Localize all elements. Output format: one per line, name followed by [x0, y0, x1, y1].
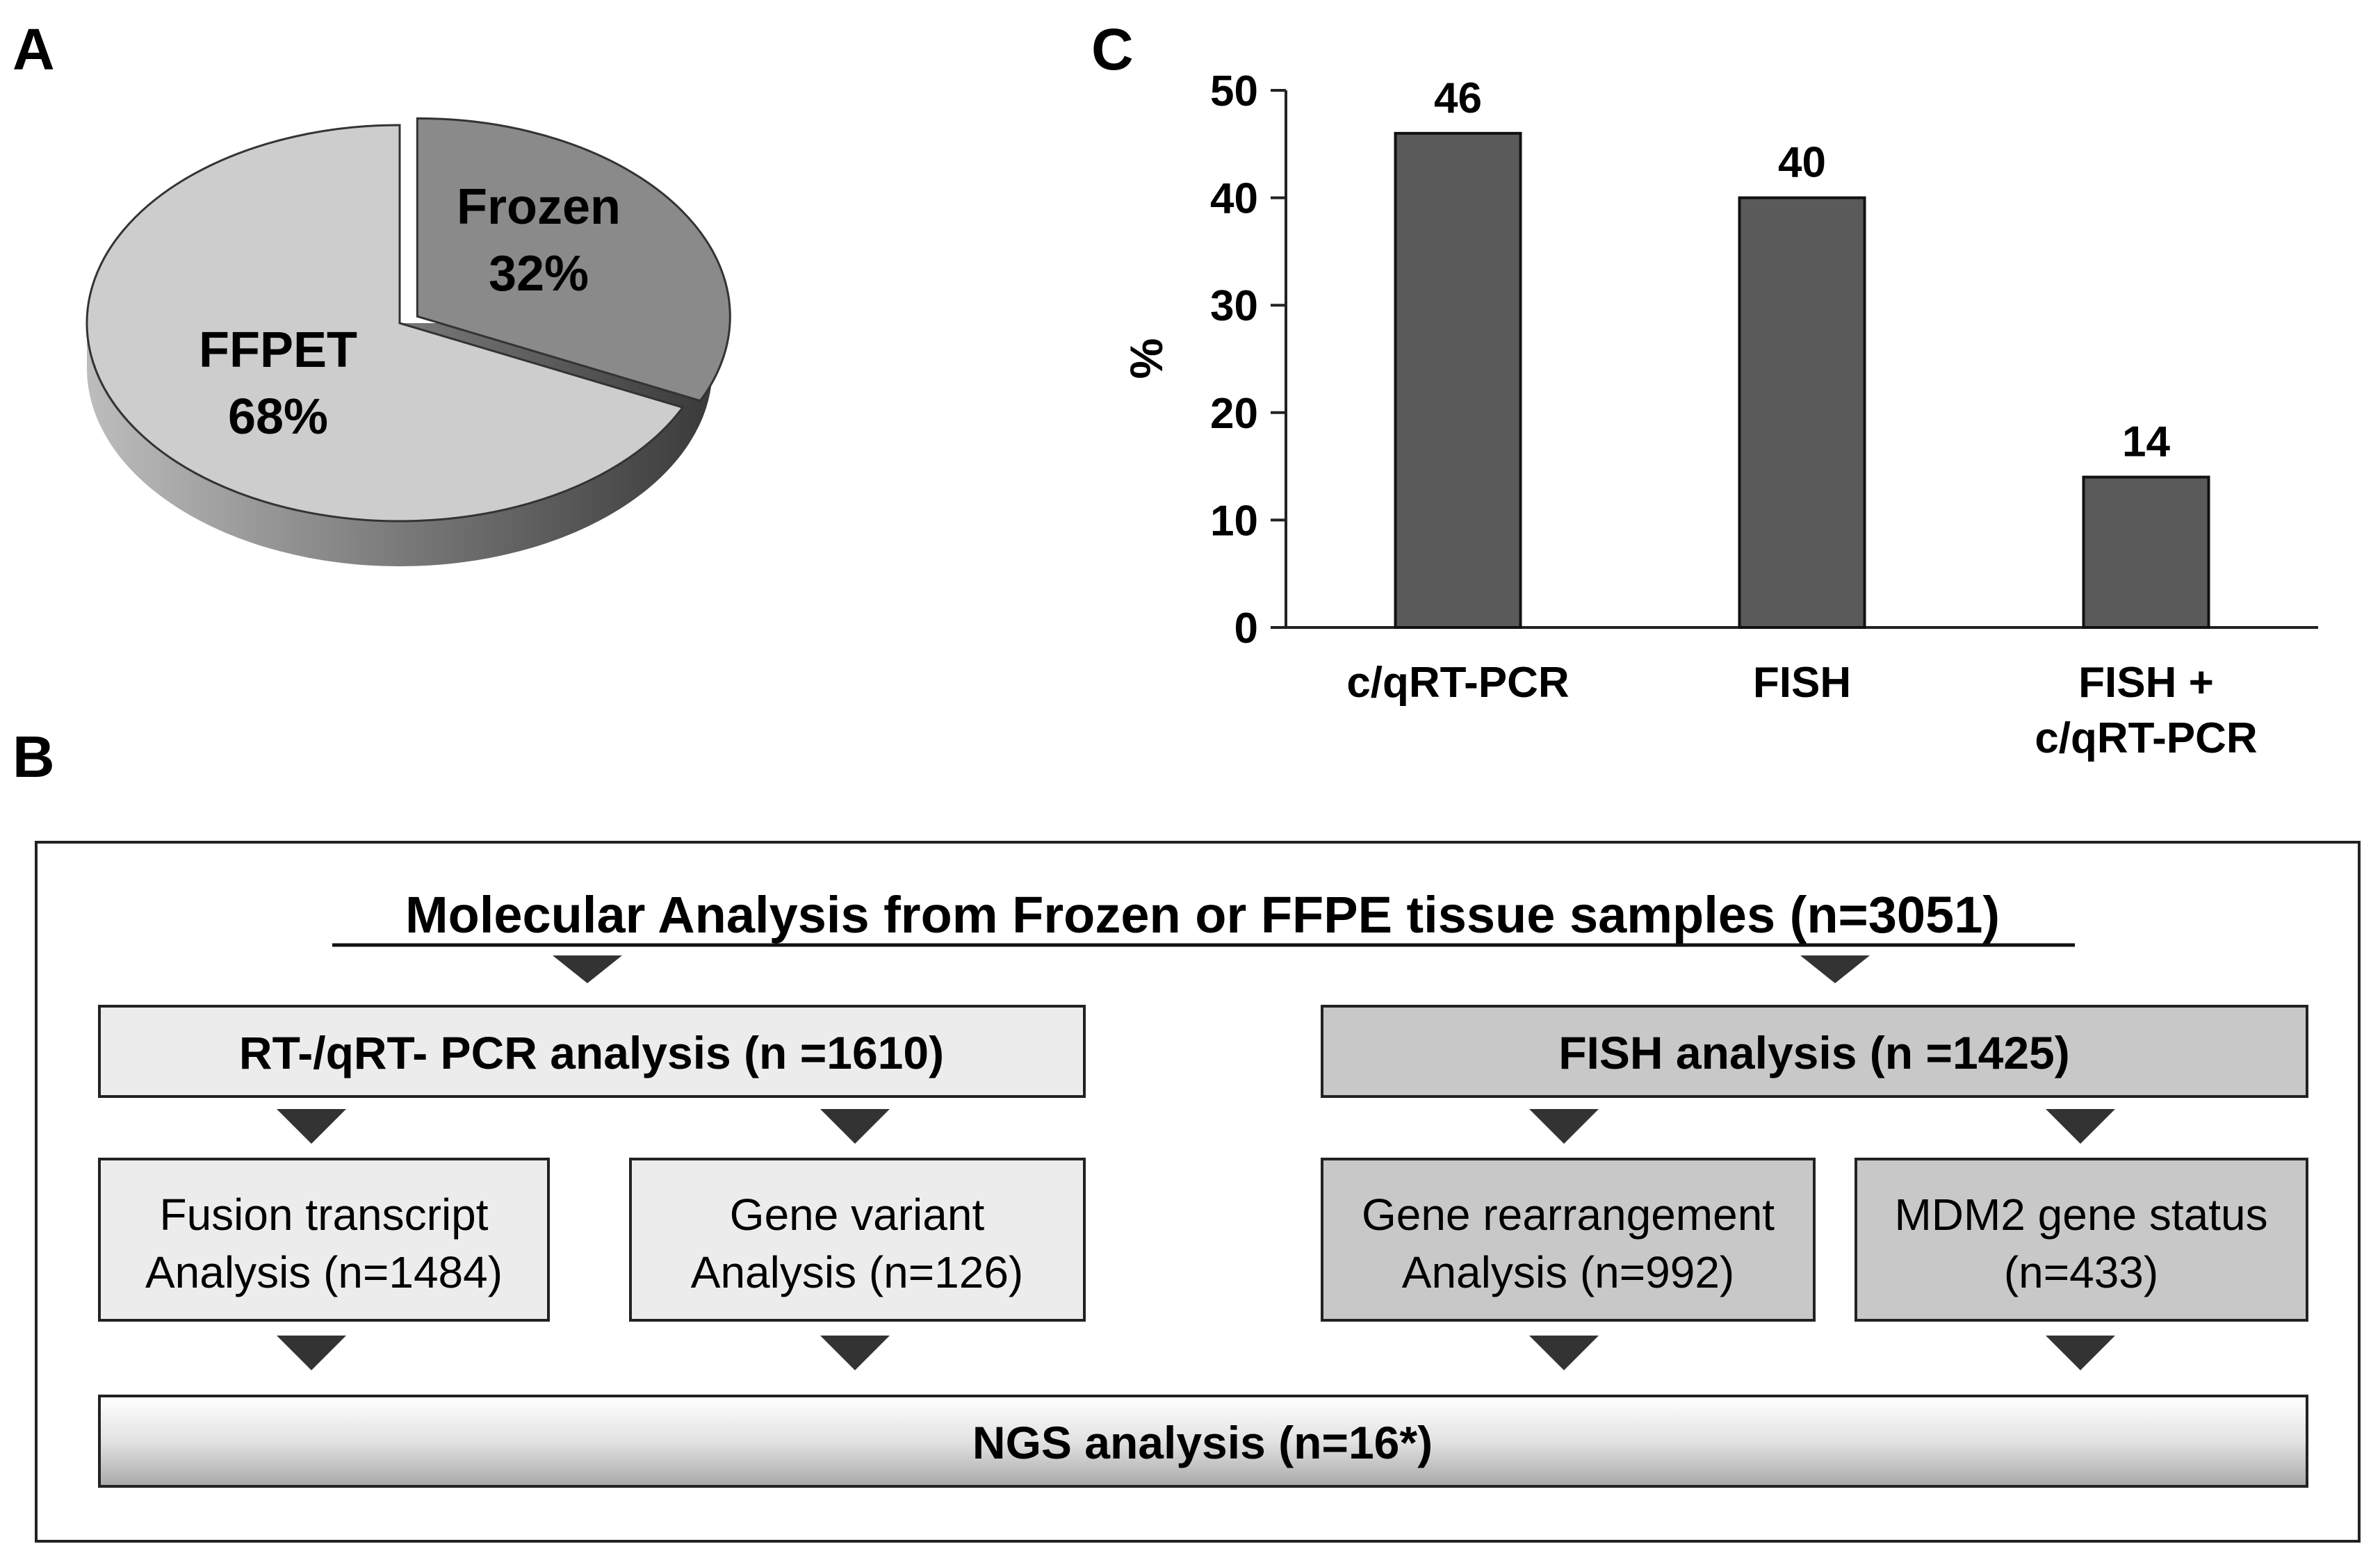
- bar-value-label: 14: [2122, 418, 2170, 466]
- arrow-down-icon: [820, 1109, 890, 1144]
- pie-label-frozen-name: Frozen: [457, 179, 621, 235]
- bar-0: [1394, 131, 1522, 629]
- variant-box: [629, 1158, 1086, 1322]
- bar-1: [1738, 196, 1866, 630]
- arrow-down-icon: [277, 1336, 346, 1370]
- bar-category-label: c/qRT-PCR: [1346, 659, 1569, 707]
- fish-label: FISH analysis (n =1425): [1558, 1027, 2070, 1078]
- arrow-down-icon: [2046, 1109, 2115, 1144]
- rearrangement-line-2: Analysis (n=992): [1402, 1247, 1734, 1297]
- flowchart: Molecular Analysis from Frozen or FFPE t…: [35, 841, 2361, 1543]
- variant-line-1: Gene variant: [730, 1190, 985, 1240]
- bar-category-label: c/qRT-PCR: [2035, 714, 2257, 762]
- bar-category-label: FISH: [1753, 659, 1851, 707]
- pie-label-ffpet-name: FFPET: [199, 322, 357, 378]
- bar-y-tick-label: 30: [1210, 282, 1258, 330]
- bar-y-tick-label: 20: [1210, 390, 1258, 438]
- pie-chart: Frozen 32% FFPET 68%: [85, 117, 731, 566]
- arrow-down-icon: [1529, 1109, 1599, 1144]
- arrow-down-icon: [2046, 1336, 2115, 1370]
- arrow-down-icon: [820, 1336, 890, 1370]
- variant-line-2: Analysis (n=126): [691, 1247, 1023, 1297]
- fusion-line-1: Fusion transcript: [159, 1190, 488, 1240]
- panel-label-a: A: [13, 17, 55, 82]
- fish-box: [1321, 1005, 2308, 1098]
- bar-y-tick-label: 40: [1210, 175, 1258, 223]
- panel-label-c: C: [1091, 17, 1134, 82]
- bar-chart: % 0 10 20 30 40 50 46 40 14 c/qRT-PCR FISH FISH +…: [1120, 67, 2318, 762]
- rearrangement-box: [1321, 1158, 1816, 1322]
- pie-label-ffpet-value: 68%: [228, 389, 328, 445]
- arrow-down-icon: [1529, 1336, 1599, 1370]
- bar-y-axis-label: %: [1120, 338, 1172, 379]
- bar-value-label: 46: [1434, 74, 1482, 122]
- fusion-line-2: Analysis (n=1484): [145, 1247, 503, 1297]
- panel-label-b: B: [13, 724, 55, 789]
- ngs-box: [98, 1395, 2308, 1488]
- mdm2-line-1: MDM2 gene status: [1894, 1190, 2267, 1240]
- ngs-label: NGS analysis (n=16*): [972, 1417, 1433, 1468]
- fusion-box: [98, 1158, 550, 1322]
- bar-y-tick-label: 0: [1234, 605, 1258, 652]
- bar-category-label: FISH +: [2078, 659, 2214, 707]
- bar-value-label: 40: [1778, 139, 1826, 187]
- bar-y-tick-label: 50: [1210, 67, 1258, 115]
- flowchart-frame: [35, 841, 2361, 1543]
- bar-2: [2082, 475, 2210, 629]
- mdm2-box: [1855, 1158, 2308, 1322]
- bar-y-tick-label: 10: [1210, 497, 1258, 545]
- arrow-down-icon: [553, 955, 622, 983]
- arrow-down-icon: [277, 1109, 346, 1144]
- pie-slice-ffpet: [85, 124, 685, 523]
- mdm2-line-2: (n=433): [2004, 1247, 2158, 1297]
- arrow-down-icon: [1800, 955, 1870, 983]
- pie-label-frozen-value: 32%: [489, 246, 589, 302]
- pie-slice-frozen: [416, 117, 731, 402]
- rearrangement-line-1: Gene rearrangement: [1362, 1190, 1775, 1240]
- rt-pcr-box: [98, 1005, 1086, 1098]
- rt-pcr-label: RT-/qRT- PCR analysis (n =1610): [239, 1027, 944, 1078]
- flowchart-title: Molecular Analysis from Frozen or FFPE t…: [405, 886, 2000, 944]
